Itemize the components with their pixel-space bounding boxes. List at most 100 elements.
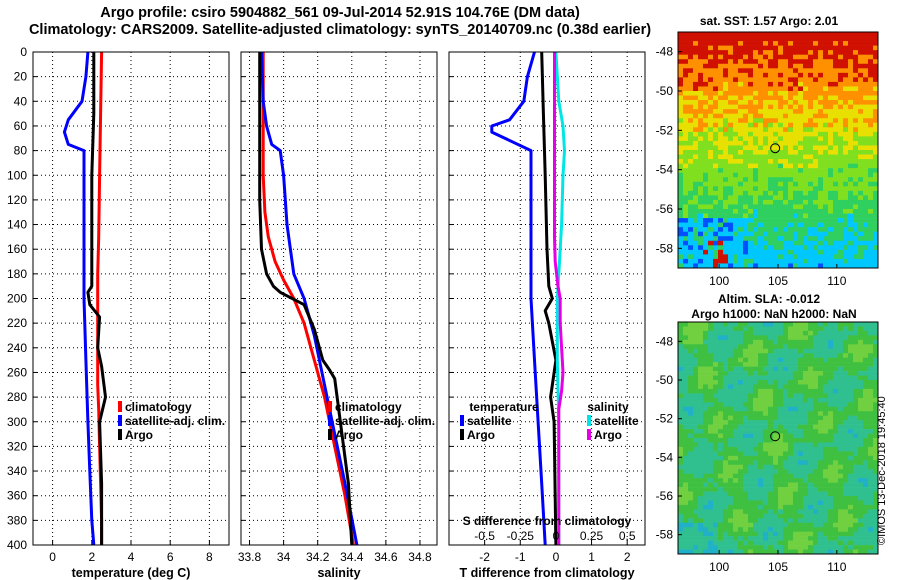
sst-map-pixel	[818, 227, 824, 232]
sst-map-pixel	[718, 86, 724, 92]
sst-map-pixel	[758, 222, 764, 228]
sla-map-pixel	[678, 513, 684, 519]
sla-map-pixel	[848, 384, 854, 390]
sla-map-pixel	[868, 384, 874, 390]
sla-map-pixel	[728, 491, 734, 497]
sst-map-pixel	[803, 177, 809, 183]
sst-map-pixel	[798, 50, 804, 55]
sla-map-pixel	[778, 415, 784, 421]
sla-map-pixel	[698, 540, 704, 546]
sla-map-pixel	[793, 522, 799, 528]
sst-map-pixel	[753, 245, 759, 251]
sla-map-pixel	[743, 545, 749, 550]
sla-map-pixel	[683, 522, 689, 528]
sst-map-pixel	[703, 227, 709, 232]
sst-map-pixel	[703, 140, 709, 146]
sla-map-pixel	[688, 375, 694, 381]
sla-map-pixel	[858, 380, 864, 385]
sla-map-pixel	[738, 344, 744, 350]
sst-map-pixel	[828, 186, 834, 192]
sst-map-pixel	[838, 68, 844, 74]
sst-map-pixel	[703, 113, 709, 119]
sst-map-pixel	[798, 258, 804, 264]
sla-map-pixel	[683, 460, 689, 466]
sla-map-pixel	[793, 518, 799, 524]
sla-map-pixel	[793, 446, 799, 452]
sla-map-pixel	[723, 504, 729, 510]
sla-map-pixel	[713, 545, 719, 550]
sst-map-pixel	[828, 91, 834, 96]
sla-map-pixel	[698, 451, 704, 457]
sla-map-pixel	[758, 366, 764, 372]
sla-map-pixel	[683, 326, 689, 332]
sst-map-pixel	[748, 213, 754, 219]
sst-map-pixel	[743, 72, 749, 78]
sla-map-pixel	[863, 402, 869, 408]
sla-map-pixel	[818, 393, 824, 399]
sla-map-pixel	[778, 384, 784, 390]
sst-map-pixel	[678, 204, 684, 210]
sla-map-pixel	[868, 540, 874, 546]
sst-map-pixel	[823, 36, 829, 42]
sla-map-pixel	[843, 509, 849, 515]
sla-map-pixel	[753, 545, 759, 550]
sla-map-pixel	[718, 380, 724, 385]
sla-map-pixel	[718, 460, 724, 466]
sst-map-pixel	[788, 195, 794, 201]
sla-map-pixel	[723, 446, 729, 452]
sla-map-pixel	[868, 353, 874, 358]
sla-map-pixel	[858, 536, 864, 541]
sst-map-pixel	[833, 59, 839, 65]
sla-map-pixel	[788, 455, 794, 461]
sla-map-pixel	[843, 393, 849, 399]
sst-map-pixel	[703, 236, 709, 242]
sla-map-pixel	[768, 348, 774, 354]
sla-map-pixel	[678, 496, 684, 501]
sla-map-pixel	[703, 455, 709, 461]
sst-map-pixel	[873, 154, 879, 160]
sla-map-pixel	[758, 496, 764, 501]
sst-map-pixel	[743, 36, 749, 42]
sst-map-pixel	[718, 95, 724, 101]
sst-map-pixel	[683, 77, 689, 83]
sla-map-pixel	[788, 482, 794, 488]
sla-map-pixel	[853, 330, 859, 336]
sst-map-pixel	[708, 140, 714, 146]
sst-map-pixel	[868, 222, 874, 228]
sst-map-pixel	[823, 254, 829, 260]
sst-map-pixel	[683, 245, 689, 251]
difference-series-t-satellite	[490, 51, 547, 546]
sst-map-pixel	[843, 163, 849, 169]
sst-map-pixel	[818, 54, 824, 60]
sst-map-pixel	[703, 127, 709, 133]
sst-map-pixel	[763, 59, 769, 65]
sla-map-pixel	[793, 424, 799, 430]
sst-map-pixel	[818, 45, 824, 51]
sla-map-pixel	[713, 500, 719, 506]
sla-map-pixel	[748, 415, 754, 421]
sst-map-pixel	[793, 131, 799, 137]
sst-map-pixel	[828, 81, 834, 87]
sla-map-pixel	[798, 322, 804, 327]
sst-map-pixel	[798, 63, 804, 69]
sst-map-pixel	[873, 245, 879, 251]
sla-map-pixel	[693, 420, 699, 425]
sst-map-pixel	[773, 258, 779, 264]
sla-map-pixel	[853, 455, 859, 461]
sla-map-pixel	[808, 442, 814, 448]
sla-map-pixel	[838, 478, 844, 483]
temperature-frame	[32, 51, 230, 546]
sst-map-pixel	[683, 163, 689, 169]
sst-map-pixel	[693, 154, 699, 160]
sst-map-pixel	[818, 159, 824, 164]
sst-map-pixel	[848, 127, 854, 133]
sst-map-pixel	[773, 77, 779, 83]
sla-map-pixel	[778, 487, 784, 492]
sst-map-pixel	[828, 95, 834, 101]
sst-map-pixel	[783, 91, 789, 96]
sst-map-pixel	[828, 258, 834, 264]
sla-map-pixel	[868, 473, 874, 479]
sla-map-pixel	[873, 362, 879, 367]
sst-map-pixel	[873, 195, 879, 201]
sla-map-pixel	[688, 406, 694, 412]
